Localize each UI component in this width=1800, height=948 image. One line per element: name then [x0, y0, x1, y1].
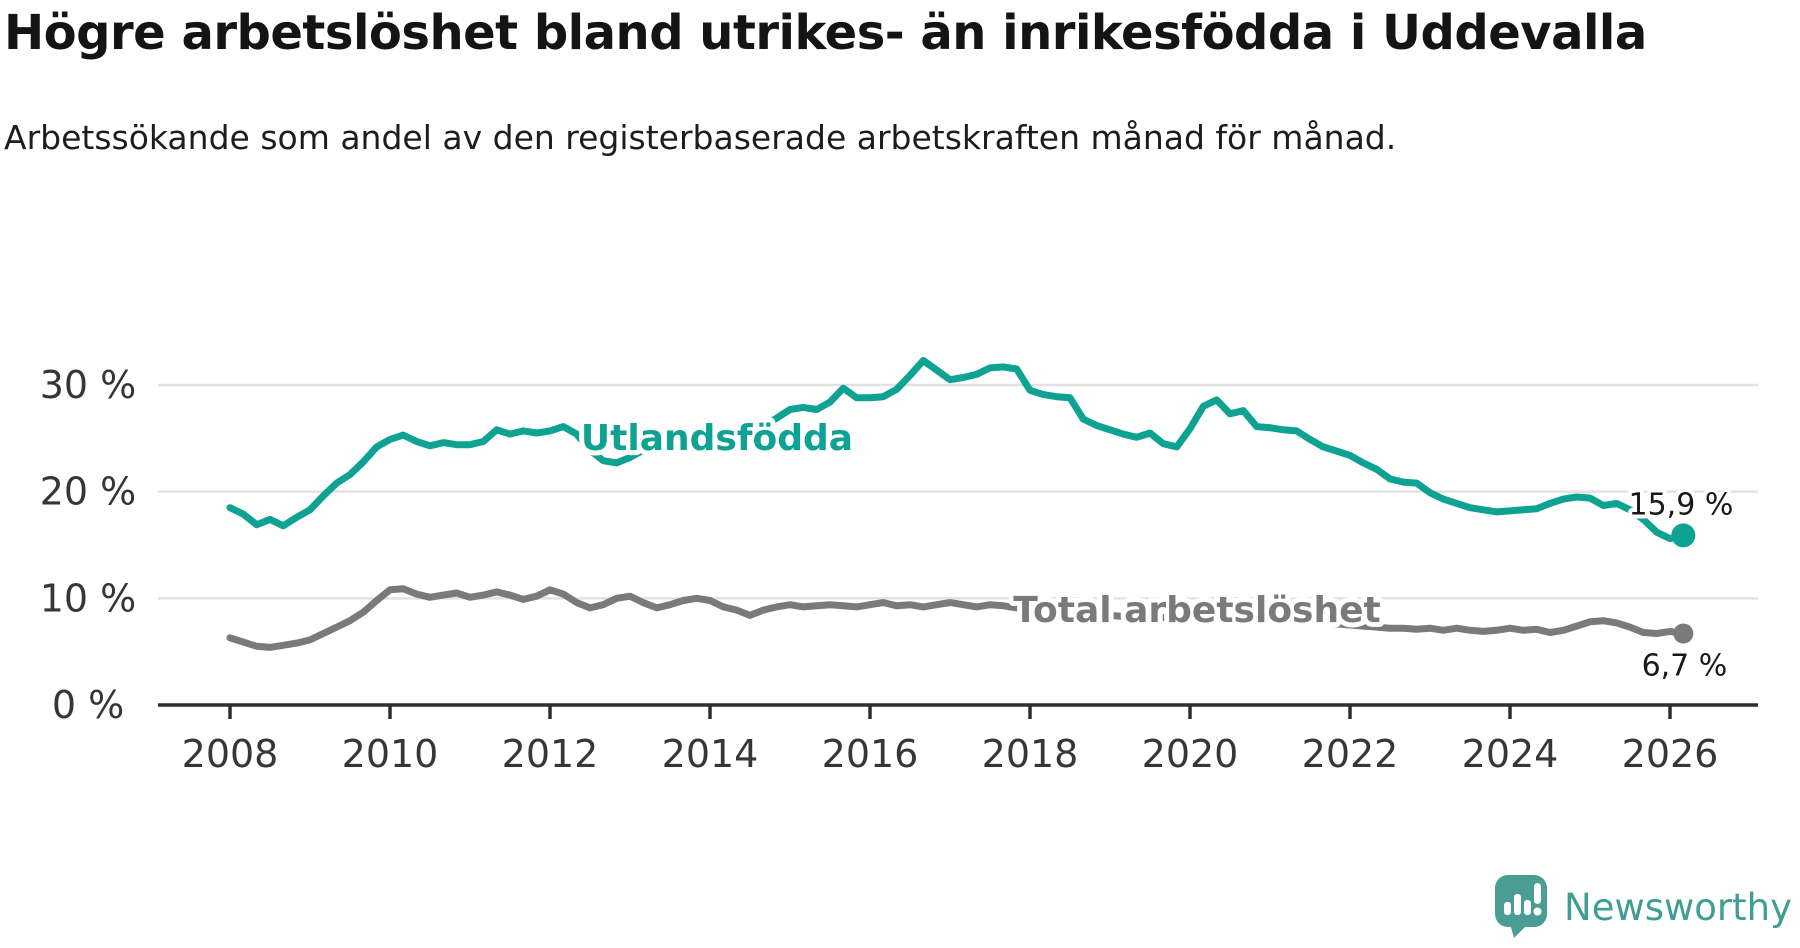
x-tick-label: 2014	[662, 732, 759, 776]
utlandsfodda-end-value-label: 15,9 %	[1628, 487, 1733, 522]
utlandsfodda-label: Utlandsfödda	[581, 418, 853, 459]
x-tick-label: 2016	[822, 732, 919, 776]
total-arbetsloshet-end-value-label: 6,7 %	[1642, 649, 1728, 684]
y-tick-label: 10 %	[40, 576, 137, 620]
chart-title: Högre arbetslöshet bland utrikes- än inr…	[4, 5, 1647, 61]
utlandsfodda-line	[226, 357, 1687, 543]
utlandsfodda-end-dot	[1671, 523, 1696, 548]
newsworthy-logo-icon	[1495, 875, 1548, 938]
y-tick-label: 0 %	[52, 683, 124, 727]
total-arbetsloshet-label: Total arbetslöshet	[1013, 590, 1381, 631]
y-tick-label: 20 %	[40, 470, 137, 514]
total-arbetsloshet-line	[226, 585, 1687, 651]
x-tick-label: 2010	[342, 732, 439, 776]
x-tick-label: 2012	[502, 732, 599, 776]
total-arbetsloshet-end-dot	[1673, 623, 1694, 644]
y-tick-label: 30 %	[40, 363, 137, 407]
x-tick-label: 2020	[1142, 732, 1239, 776]
newsworthy-wordmark: Newsworthy	[1564, 885, 1792, 929]
x-tick-label: 2026	[1622, 732, 1719, 776]
x-tick-label: 2022	[1302, 732, 1399, 776]
x-tick-label: 2024	[1462, 732, 1559, 776]
chart-subtitle: Arbetssökande som andel av den registerb…	[4, 118, 1397, 157]
x-tick-label: 2018	[982, 732, 1079, 776]
x-tick-label: 2008	[182, 732, 279, 776]
brand-footer: Newsworthy	[1494, 874, 1792, 940]
